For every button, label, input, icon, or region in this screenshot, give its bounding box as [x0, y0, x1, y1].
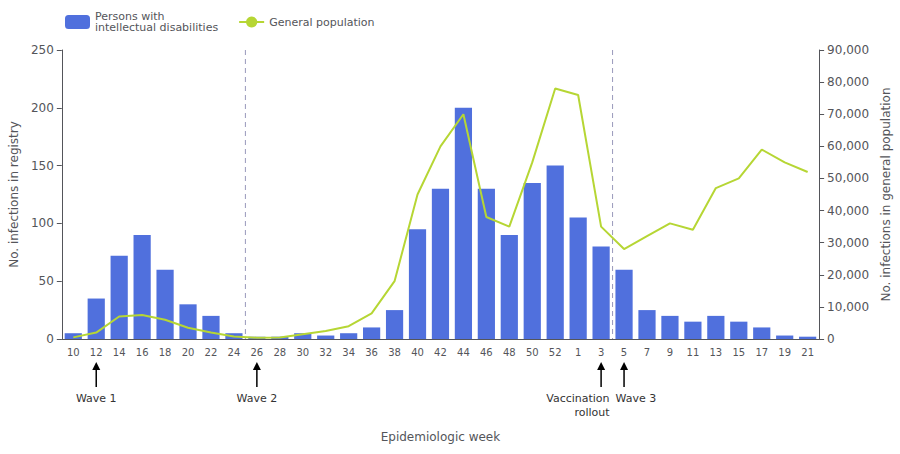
- svg-text:24: 24: [228, 347, 241, 358]
- svg-text:Wave 1: Wave 1: [76, 392, 117, 405]
- svg-text:10,000: 10,000: [827, 300, 869, 314]
- svg-text:14: 14: [113, 347, 126, 358]
- svg-text:intellectual disabilities: intellectual disabilities: [95, 21, 218, 34]
- svg-text:0: 0: [46, 332, 54, 346]
- svg-text:20,000: 20,000: [827, 268, 869, 282]
- svg-text:10: 10: [67, 347, 80, 358]
- svg-text:34: 34: [342, 347, 355, 358]
- svg-text:100: 100: [31, 216, 54, 230]
- svg-text:7: 7: [644, 347, 650, 358]
- svg-text:46: 46: [480, 347, 493, 358]
- svg-text:40,000: 40,000: [827, 204, 869, 218]
- svg-text:0: 0: [827, 332, 835, 346]
- svg-text:80,000: 80,000: [827, 75, 869, 89]
- svg-text:12: 12: [90, 347, 103, 358]
- svg-text:rollout: rollout: [574, 406, 610, 419]
- svg-text:9: 9: [667, 347, 673, 358]
- svg-text:26: 26: [251, 347, 264, 358]
- svg-text:30: 30: [296, 347, 309, 358]
- svg-text:90,000: 90,000: [827, 43, 869, 57]
- svg-text:18: 18: [159, 347, 172, 358]
- svg-text:32: 32: [319, 347, 332, 358]
- svg-text:200: 200: [31, 101, 54, 115]
- svg-text:Wave 3: Wave 3: [616, 392, 657, 405]
- svg-text:General population: General population: [269, 16, 374, 29]
- svg-text:Vaccination: Vaccination: [546, 392, 609, 405]
- svg-text:3: 3: [598, 347, 604, 358]
- svg-text:16: 16: [136, 347, 149, 358]
- svg-text:150: 150: [31, 159, 54, 173]
- svg-text:44: 44: [457, 347, 470, 358]
- svg-text:No. infections in general popu: No. infections in general population: [879, 88, 893, 302]
- svg-text:42: 42: [434, 347, 447, 358]
- svg-text:30,000: 30,000: [827, 236, 869, 250]
- svg-text:19: 19: [778, 347, 791, 358]
- svg-text:Persons with: Persons with: [95, 10, 165, 23]
- svg-text:No. infections in registry: No. infections in registry: [7, 121, 21, 268]
- svg-text:48: 48: [503, 347, 516, 358]
- svg-text:28: 28: [273, 347, 286, 358]
- svg-text:38: 38: [388, 347, 401, 358]
- svg-text:50,000: 50,000: [827, 171, 869, 185]
- svg-text:52: 52: [549, 347, 562, 358]
- svg-text:36: 36: [365, 347, 378, 358]
- svg-text:22: 22: [205, 347, 218, 358]
- svg-text:Wave 2: Wave 2: [237, 392, 278, 405]
- svg-text:Epidemiologic week: Epidemiologic week: [381, 430, 501, 444]
- svg-text:250: 250: [31, 43, 54, 57]
- svg-text:50: 50: [526, 347, 539, 358]
- svg-text:17: 17: [755, 347, 768, 358]
- svg-text:70,000: 70,000: [827, 107, 869, 121]
- svg-text:13: 13: [709, 347, 722, 358]
- svg-text:11: 11: [687, 347, 700, 358]
- svg-text:40: 40: [411, 347, 424, 358]
- svg-text:5: 5: [621, 347, 627, 358]
- svg-text:20: 20: [182, 347, 195, 358]
- svg-text:50: 50: [39, 274, 54, 288]
- svg-text:15: 15: [732, 347, 745, 358]
- svg-text:21: 21: [801, 347, 814, 358]
- svg-text:1: 1: [575, 347, 581, 358]
- svg-text:60,000: 60,000: [827, 139, 869, 153]
